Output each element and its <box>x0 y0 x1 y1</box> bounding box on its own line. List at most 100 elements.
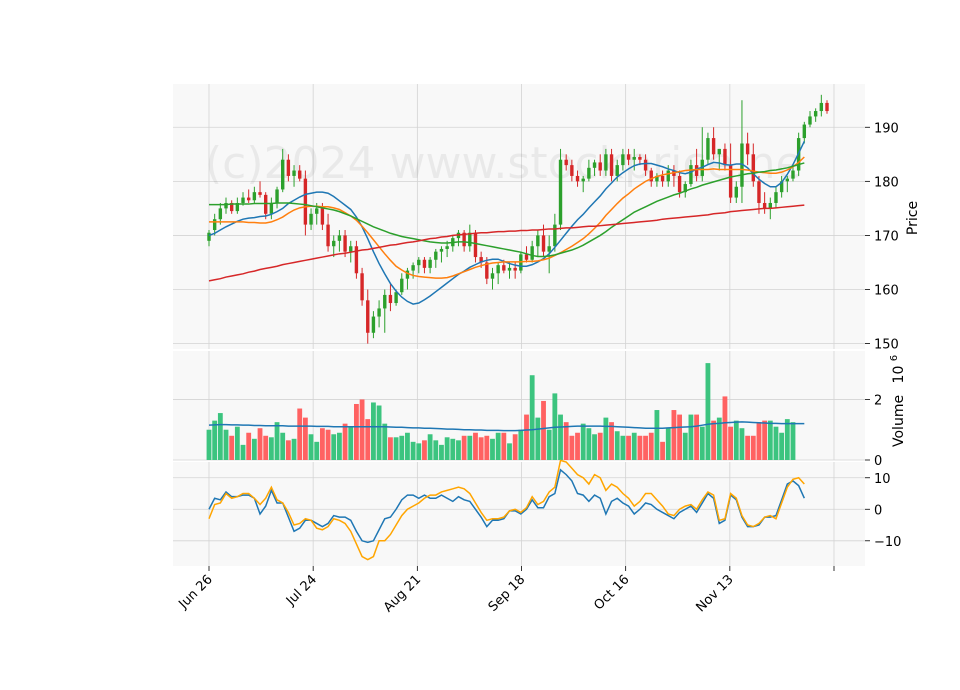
volume-bar-down <box>524 414 529 460</box>
volume-bar-up <box>268 437 274 460</box>
volume-bar-down <box>297 408 303 460</box>
candle-up <box>604 154 608 171</box>
volume-bar-down <box>728 426 734 460</box>
volume-bar-down <box>609 422 614 460</box>
volume-bar-up <box>206 429 212 460</box>
volume-axis-exponent-base: 10 <box>891 366 907 384</box>
candle-down <box>564 159 568 166</box>
candle-up <box>434 251 438 260</box>
candle-up <box>235 202 240 212</box>
volume-bar-up <box>416 443 422 460</box>
candle-down <box>462 232 466 247</box>
candle-down <box>354 246 359 274</box>
candle-up <box>791 170 795 179</box>
candle-down <box>757 181 761 203</box>
volume-bar-up <box>688 414 694 460</box>
volume-bar-down <box>711 420 717 460</box>
candle-up <box>706 138 710 160</box>
candle-down <box>298 170 302 179</box>
candle-up <box>292 170 296 176</box>
candle-down <box>694 165 699 176</box>
volume-bar-down <box>660 441 665 460</box>
volume-bar-up <box>654 410 660 460</box>
candle-up <box>808 116 812 125</box>
candle-up <box>768 202 773 209</box>
candle-down <box>728 165 733 198</box>
volume-axis-title: Volume <box>891 395 907 447</box>
candle-up <box>275 189 279 203</box>
volume-axis-exponent-power: 6 <box>889 355 900 361</box>
candle-up <box>779 181 784 193</box>
candle-up <box>547 246 551 252</box>
volume-bar-up <box>739 428 745 460</box>
candle-up <box>405 270 410 279</box>
candle-down <box>513 267 517 271</box>
volume-bar-down <box>597 432 603 460</box>
volume-bar-up <box>234 426 240 460</box>
candle-up <box>507 267 512 271</box>
price-y-tick-label: 180 <box>874 175 899 190</box>
candle-up <box>411 265 415 271</box>
x-tick-label: Oct 16 <box>591 572 632 613</box>
volume-bar-down <box>365 419 371 460</box>
candle-down <box>751 154 755 182</box>
volume-bar-up <box>240 444 246 460</box>
candle-down <box>263 194 268 214</box>
volume-bar-up <box>291 438 297 460</box>
volume-bar-up <box>716 417 722 460</box>
ma-mid-line <box>209 156 805 279</box>
volume-bar-down <box>671 410 677 460</box>
price-y-tick-label: 190 <box>874 121 899 136</box>
candle-up <box>383 294 387 309</box>
volume-bar-up <box>558 414 563 460</box>
volume-bar-up <box>631 432 637 460</box>
candle-up <box>241 197 245 203</box>
candle-up <box>417 259 421 266</box>
volume-bar-up <box>733 420 739 460</box>
candle-up <box>615 165 619 176</box>
candle-up <box>439 248 444 252</box>
candle-down <box>343 235 347 252</box>
candle-down <box>825 102 829 112</box>
volume-bar-up <box>427 434 433 460</box>
volume-bar-down <box>648 432 654 460</box>
volume-plot <box>206 363 805 460</box>
osc-b-line <box>208 459 805 561</box>
volume-bar-up <box>620 435 626 460</box>
volume-bar-up <box>217 413 223 460</box>
candle-down <box>326 224 330 247</box>
volume-bar-up <box>444 437 450 460</box>
volume-bar-up <box>784 419 790 460</box>
volume-bar-down <box>422 440 427 460</box>
candle-up <box>530 246 534 260</box>
candle-up <box>315 208 319 214</box>
volume-bar-up <box>580 423 586 460</box>
volume-bar-up <box>433 440 439 460</box>
volume-bar-down <box>473 432 478 460</box>
volume-bar-up <box>773 426 779 460</box>
candle-down <box>660 175 665 182</box>
candle-up <box>212 219 217 231</box>
volume-bar-up <box>507 443 512 460</box>
volume-y-tick-label: 0 <box>874 454 882 469</box>
candle-up <box>349 246 353 252</box>
candle-down <box>422 259 427 268</box>
candle-up <box>536 235 540 247</box>
volume-bar-up <box>314 441 320 460</box>
price-plot <box>207 94 829 344</box>
candle-up <box>802 124 807 139</box>
volume-y-tick-label: 2 <box>874 393 882 408</box>
volume-bar-down <box>501 432 507 460</box>
volume-bar-down <box>302 417 308 460</box>
candle-up <box>581 178 585 182</box>
volume-bar-up <box>410 441 416 460</box>
volume-bar-down <box>677 414 682 460</box>
candle-down <box>570 165 574 176</box>
x-tick-label: Aug 21 <box>381 572 424 615</box>
price-panel <box>173 84 865 349</box>
candle-up <box>377 308 381 317</box>
oscillator-y-tick-label: 10 <box>874 472 891 487</box>
candle-down <box>320 208 325 225</box>
volume-bar-up <box>535 417 541 460</box>
volume-bar-down <box>512 434 518 460</box>
